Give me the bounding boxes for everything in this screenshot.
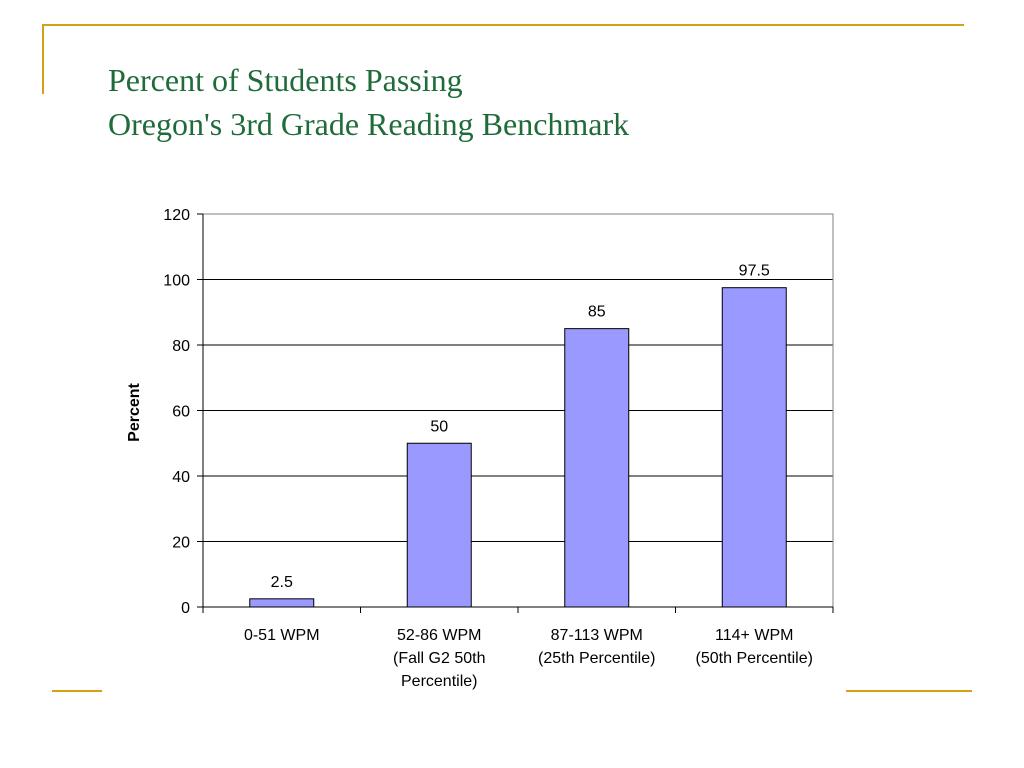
x-category-label: (50th Percentile) — [696, 650, 813, 667]
y-tick-label: 120 — [163, 207, 190, 224]
y-tick-label: 60 — [172, 404, 190, 421]
x-category-label: Percentile) — [401, 673, 477, 690]
y-tick-label: 80 — [172, 338, 190, 355]
x-category-label: (25th Percentile) — [538, 650, 655, 667]
bar — [721, 287, 787, 608]
chart-bars — [249, 287, 787, 608]
y-tick-label: 100 — [163, 273, 190, 290]
data-label: 50 — [430, 418, 448, 435]
slide-title-line-1: Percent of Students Passing — [108, 62, 463, 98]
slide-title: Percent of Students Passing Oregon's 3rd… — [108, 58, 629, 146]
x-category-label: 114+ WPM — [715, 627, 793, 644]
y-tick-label: 0 — [181, 600, 190, 617]
data-label: 85 — [588, 304, 606, 321]
x-category-label: 0-51 WPM — [244, 627, 320, 644]
bar — [406, 442, 472, 608]
x-category-label: (Fall G2 50th — [393, 650, 485, 667]
decorative-left-rule — [42, 24, 44, 94]
data-label: 2.5 — [271, 574, 293, 591]
decorative-bottom-right-rule — [846, 690, 972, 692]
data-label: 97.5 — [739, 263, 770, 280]
slide-title-line-2: Oregon's 3rd Grade Reading Benchmark — [108, 106, 630, 142]
decorative-top-rule — [42, 24, 964, 26]
y-tick-label: 20 — [172, 535, 190, 552]
x-category-label: 87-113 WPM — [551, 627, 643, 644]
decorative-bottom-left-rule — [52, 690, 102, 692]
y-axis-title: Percent — [126, 382, 143, 441]
y-tick-label: 40 — [172, 469, 190, 486]
chart-labels: 0 20 40 60 80 100 120 2.5 0-51 WPM 50 52-86 WPM (Fa… — [163, 207, 813, 690]
x-category-label: 52-86 WPM — [397, 627, 481, 644]
bar — [564, 328, 630, 608]
bar — [249, 598, 315, 608]
